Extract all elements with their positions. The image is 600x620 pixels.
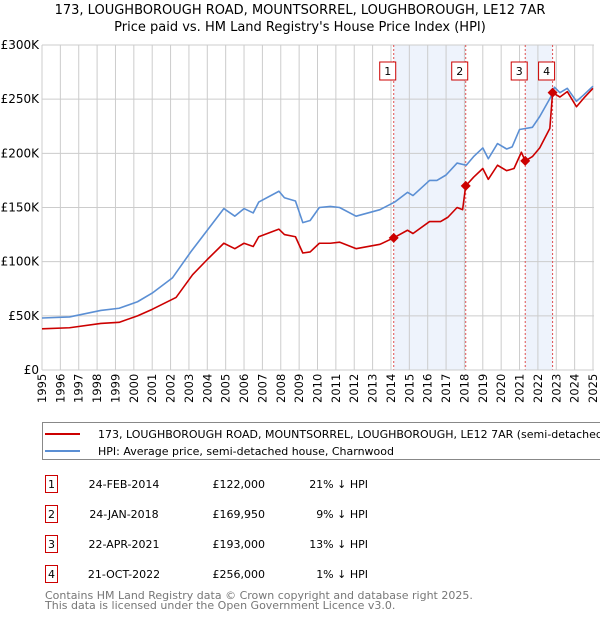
chart-subtitle: Price paid vs. HM Land Registry's House … [114,20,486,35]
legend-item-hpi: HPI: Average price, semi-detached house,… [43,443,394,459]
sale-date: 22-APR-2021 [88,538,160,551]
sale-number-badge: 1 [45,475,58,493]
x-tick-label: 2002 [164,374,178,403]
price-chart: 1995 1996 1997 1998 1999 2000 2001 2002 2003 2004… [1,38,600,403]
x-tick-label: 2004 [200,374,214,403]
footer-copyright: Contains HM Land Registry data © Crown c… [45,589,473,602]
sale-number-badge: 2 [45,505,58,523]
sale-number-badge: 3 [45,535,58,553]
x-tick-label: 2021 [513,374,527,403]
legend-label-hpi: HPI: Average price, semi-detached house,… [98,444,394,458]
x-tick-label: 2000 [127,374,141,403]
sale-price: £256,000 [212,568,266,581]
y-tick-label: £50K [8,309,40,323]
sale-price: £122,000 [212,478,266,491]
x-tick-label: 2001 [145,374,159,403]
x-tick-label: 2022 [531,374,545,403]
sale-label: 2 [456,65,463,78]
sale-label: 4 [543,65,550,78]
x-tick-label: 1997 [72,374,86,403]
y-tick-label: £300K [1,38,41,52]
x-tick-label: 1995 [35,374,49,403]
x-tick-label: 2024 [568,374,582,403]
x-tick-label: 2006 [237,374,251,403]
x-tick-label: 1999 [108,374,122,403]
x-tick-label: 1996 [53,374,67,403]
sales-table-row: 3 22-APR-2021 £193,000 13% ↓ HPI [0,535,600,555]
sale-hpi-diff: 21% ↓ HPI [309,478,368,491]
x-tick-label: 2019 [476,374,490,403]
footer-licence: This data is licensed under the Open Gov… [45,599,396,612]
x-tick-label: 2016 [421,374,435,403]
sale-point-marker [547,87,558,98]
sale-date: 21-OCT-2022 [87,568,161,581]
x-tick-label: 2011 [329,374,343,403]
sale-label-box [510,61,528,81]
property-price-line [41,87,594,330]
sale-point-marker [388,232,399,243]
sale-label-box [379,61,397,81]
x-tick-label: 2015 [402,374,416,403]
y-tick-label: £0 [24,363,39,377]
hpi-line [41,85,594,319]
sale-number-badge: 4 [45,565,58,583]
blue-line-swatch [45,450,80,452]
sale-hpi-diff: 1% ↓ HPI [316,568,368,581]
x-tick-label: 2009 [292,374,306,403]
x-tick-label: 2025 [586,374,600,403]
sale-hpi-diff: 9% ↓ HPI [316,508,368,521]
sales-table-row: 4 21-OCT-2022 £256,000 1% ↓ HPI [0,565,600,585]
sale-label-box [538,61,556,81]
sale-label: 1 [384,65,391,78]
x-tick-label: 1998 [90,374,104,403]
x-tick-label: 2014 [384,374,398,403]
x-tick-label: 2012 [347,374,361,403]
y-tick-label: £250K [1,92,41,106]
sale-price: £193,000 [212,538,266,551]
legend-item-property: 173, LOUGHBOROUGH ROAD, MOUNTSORREL, LOU… [43,426,600,442]
sale-point-marker [520,155,531,166]
sales-table-row: 2 24-JAN-2018 £169,950 9% ↓ HPI [0,505,600,525]
x-tick-label: 2005 [219,374,233,403]
x-tick-label: 2008 [274,374,288,403]
sale-point-marker [460,180,471,191]
legend-label-property: 173, LOUGHBOROUGH ROAD, MOUNTSORREL, LOU… [98,427,600,441]
x-tick-label: 2007 [255,374,269,403]
x-tick-label: 2003 [182,374,196,403]
sale-date: 24-FEB-2014 [88,478,160,491]
y-tick-label: £200K [1,146,41,160]
y-tick-label: £150K [1,201,41,215]
x-tick-label: 2020 [494,374,508,403]
sale-label-box [451,61,469,81]
x-tick-label: 2018 [457,374,471,403]
x-tick-label: 2017 [439,374,453,403]
x-tick-label: 2023 [549,374,563,403]
chart-title: 173, LOUGHBOROUGH ROAD, MOUNTSORREL, LOU… [54,3,546,18]
sales-table-row: 1 24-FEB-2014 £122,000 21% ↓ HPI [0,475,600,495]
x-tick-label: 2013 [366,374,380,403]
sale-hpi-diff: 13% ↓ HPI [309,538,368,551]
x-tick-label: 2010 [311,374,325,403]
red-line-swatch [45,433,80,435]
y-tick-label: £100K [1,255,41,269]
legend: 173, LOUGHBOROUGH ROAD, MOUNTSORREL, LOU… [42,422,600,460]
sale-label: 3 [516,65,523,78]
sale-date: 24-JAN-2018 [89,508,159,521]
sale-price: £169,950 [212,508,266,521]
